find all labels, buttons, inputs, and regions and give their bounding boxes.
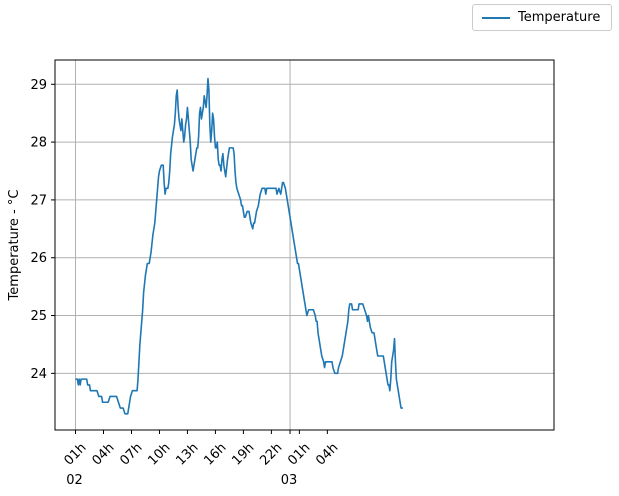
- y-axis-label: Temperature - °C: [7, 190, 22, 302]
- x-day-label: 02: [66, 473, 83, 488]
- x-tick-label: 19h: [229, 440, 257, 468]
- x-tick-label: 04h: [89, 440, 117, 468]
- x-tick-label: 01h: [285, 440, 313, 468]
- x-tick-label: 04h: [313, 440, 341, 468]
- y-tick-label: 27: [30, 193, 47, 208]
- series-line-temperature: [75, 77, 403, 415]
- series-layer: [75, 77, 403, 415]
- x-day-label: 03: [281, 473, 298, 488]
- legend-label: Temperature: [518, 10, 601, 25]
- x-tick-label: 07h: [117, 440, 145, 468]
- x-tick-label: 13h: [173, 440, 201, 468]
- x-tick-label: 16h: [201, 440, 229, 468]
- y-axis: 24 25 26 27 28 29: [30, 78, 55, 382]
- y-tick-label: 28: [30, 136, 47, 151]
- y-tick-label: 29: [30, 78, 47, 93]
- y-tick-label: 26: [30, 251, 47, 266]
- plot-frame: [54, 59, 555, 431]
- y-tick-label: 24: [30, 367, 47, 382]
- grid: [55, 60, 554, 430]
- x-tick-label: 22h: [257, 440, 285, 468]
- y-tick-label: 25: [30, 309, 47, 324]
- legend: Temperature: [472, 4, 612, 31]
- legend-swatch: [482, 17, 510, 19]
- x-tick-label: 01h: [61, 440, 89, 468]
- x-tick-label: 10h: [145, 440, 173, 468]
